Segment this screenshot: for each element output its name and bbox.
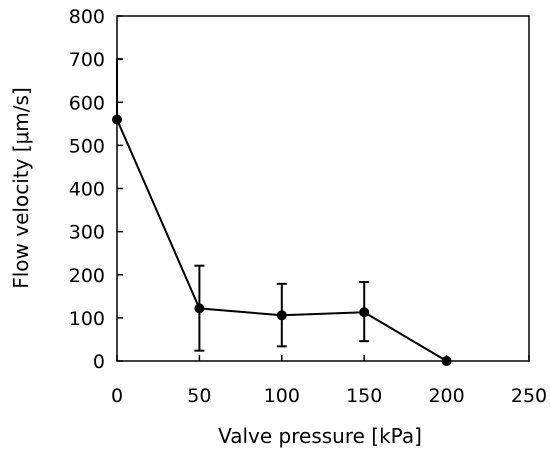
- y-tick-label-3: 300: [69, 222, 105, 244]
- y-tick-label-7: 700: [69, 49, 105, 71]
- y-tick-label-1: 100: [69, 308, 105, 330]
- x-tick-label-0: 0: [111, 385, 123, 407]
- y-tick-label-5: 500: [69, 135, 105, 157]
- x-tick-label-2: 100: [264, 385, 300, 407]
- y-tick-label-8: 800: [69, 6, 105, 28]
- x-tick-label-5: 250: [511, 385, 547, 407]
- x-tick-label-1: 50: [187, 385, 211, 407]
- error-bar-0: [116, 58, 122, 121]
- data-point-4: [441, 356, 452, 366]
- x-tick-label-3: 150: [346, 385, 382, 407]
- x-tick-label-4: 200: [428, 385, 464, 407]
- data-point-3: [359, 307, 370, 318]
- x-axis-label: Valve pressure [kPa]: [218, 424, 422, 448]
- data-point-1: [194, 303, 205, 314]
- data-point-2: [276, 310, 287, 321]
- y-axis-label: Flow velocity [μm/s]: [9, 87, 33, 289]
- plot-frame: [116, 15, 530, 362]
- y-tick-label-4: 400: [69, 179, 105, 201]
- y-tick-label-6: 600: [69, 92, 105, 114]
- y-tick-label-2: 200: [69, 265, 105, 287]
- y-tick-label-0: 0: [93, 351, 105, 373]
- data-point-0: [112, 114, 122, 125]
